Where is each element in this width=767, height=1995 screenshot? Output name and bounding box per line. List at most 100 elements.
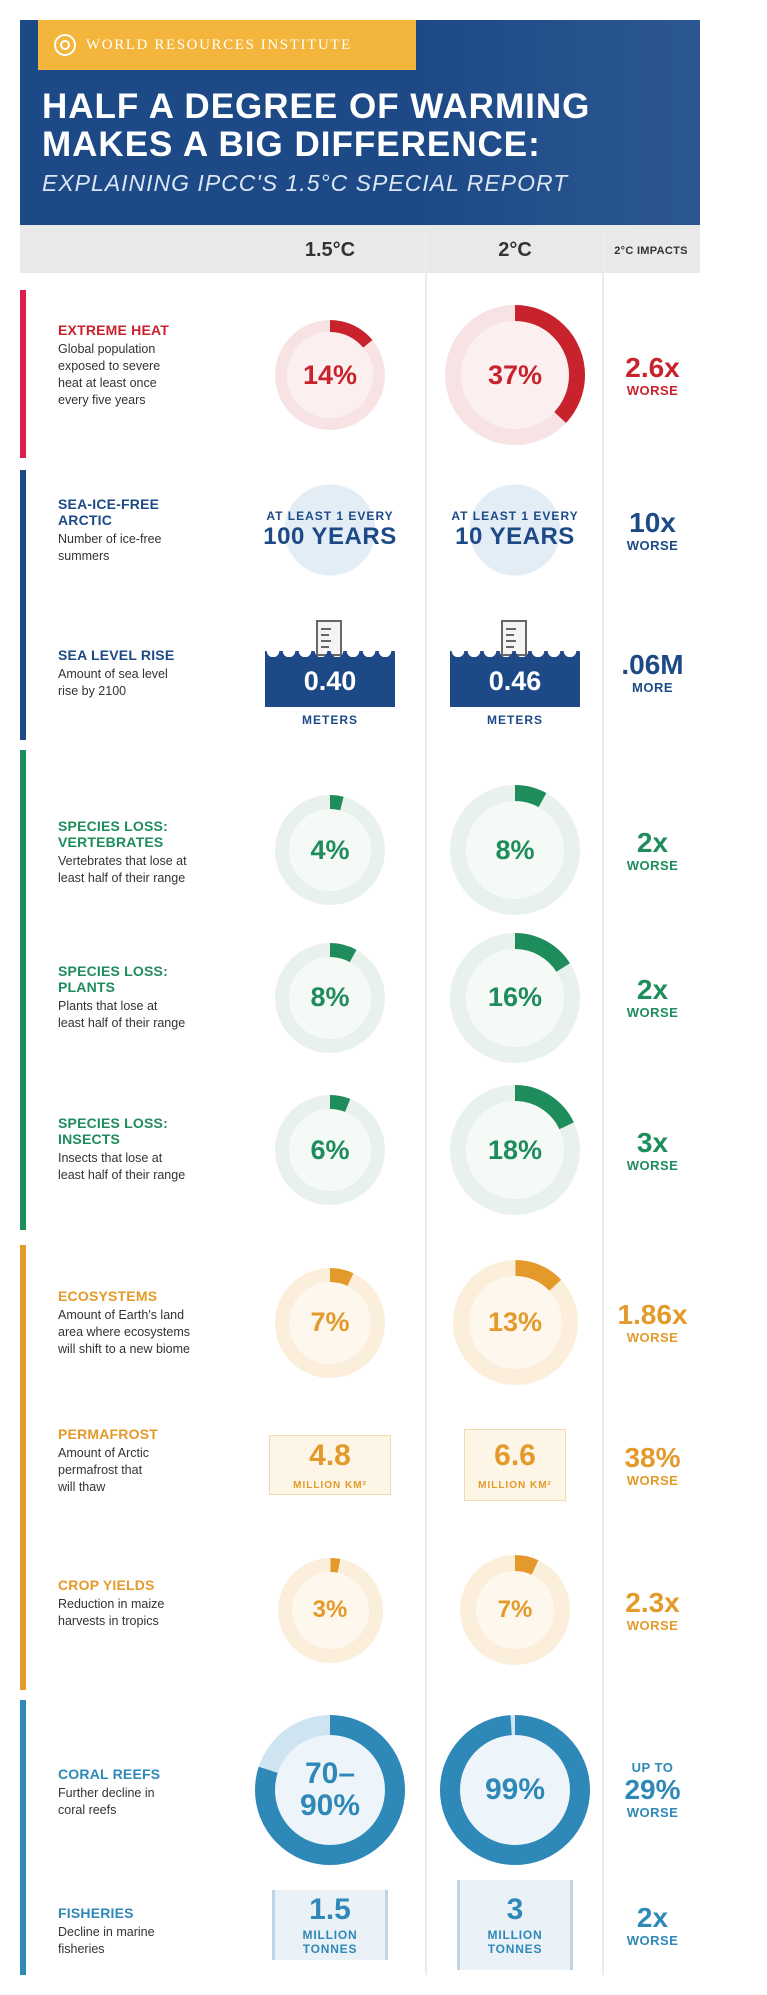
value-2c: 6.6: [494, 1438, 536, 1472]
row-description: Amount of Arctic permafrost that will th…: [58, 1446, 150, 1494]
ring-arc: [275, 1267, 385, 1378]
group-bar-species: [20, 750, 26, 1230]
ring-graphic: [445, 305, 585, 445]
ring-arc: [450, 932, 580, 1063]
value-2c: AT LEAST 1 EVERY 10 YEARS: [451, 481, 579, 579]
ring-graphic: [440, 1715, 590, 1865]
sea-level-1-5c: 0.40: [265, 650, 395, 707]
ring-inner: [466, 948, 564, 1047]
value-2c: 18%: [487, 1134, 543, 1165]
impact-label: WORSE: [626, 1805, 679, 1820]
permafrost-2c: 6.6 MILLION KM²: [464, 1429, 566, 1501]
ring-graphic: [452, 1260, 578, 1385]
ring-arc: [440, 1715, 590, 1865]
donut-1-5c: 8%: [275, 942, 385, 1053]
column-header-1-5c: 1.5°C: [304, 239, 356, 261]
donut-1-5c: 14%: [275, 320, 385, 430]
ring-inner: [460, 1735, 570, 1845]
ring-arc: [277, 1557, 383, 1663]
value-2c: 99%: [484, 1773, 546, 1806]
value-1-5c: 8%: [310, 982, 350, 1012]
row-title: CORAL REEFS: [58, 1766, 161, 1782]
row-description: Insects that lose at least half of their…: [58, 1151, 186, 1182]
sea-level-2c: 0.46: [450, 650, 580, 707]
row-permafrost: PERMAFROST Amount of Arctic permafrost t…: [20, 1400, 700, 1530]
impact-value: 2.3x: [625, 1586, 680, 1618]
impact-value: 29%: [624, 1774, 681, 1805]
value-2c: 7%: [497, 1596, 533, 1623]
impact-value: 38%: [624, 1441, 681, 1473]
ring-arc: [452, 1260, 578, 1385]
ring-graphic: [460, 1555, 570, 1665]
ring-arc: [275, 1095, 385, 1205]
impact-label: WORSE: [626, 1932, 679, 1948]
row-crop-yields: CROP YIELDS Reduction in maize harvests …: [20, 1535, 700, 1685]
ring-graphic: [450, 1085, 580, 1215]
unit-line-2: TONNES: [302, 1941, 358, 1956]
ring-inner: [461, 321, 569, 429]
unit-2c: METERS: [486, 712, 543, 727]
value-1-5c-main: 100 YEARS: [263, 523, 397, 550]
impact-label: WORSE: [626, 1330, 679, 1345]
ring-graphic: [450, 785, 580, 915]
ring-graphic: [275, 795, 385, 905]
row-species-vertebrates: SPECIES LOSS: VERTEBRATES Vertebrates th…: [20, 780, 700, 920]
unit-line-2: TONNES: [487, 1941, 543, 1956]
ring-inner: [287, 332, 373, 418]
donut-2c: 37%: [445, 305, 585, 445]
row-description: Decline in marine fisheries: [58, 1925, 155, 1956]
ring-graphic: [275, 1267, 385, 1378]
ring-inner: [289, 809, 371, 891]
infographic: WORLD RESOURCES INSTITUTE HALF A DEGREE …: [20, 20, 700, 1975]
ring-graphic: [255, 1715, 405, 1865]
impact-value: 3x: [636, 1126, 669, 1158]
row-ecosystems: ECOSYSTEMS Amount of Earth's land area w…: [20, 1250, 700, 1395]
impact-value: 2x: [636, 1901, 669, 1933]
row-sea-level-rise: SEA LEVEL RISE Amount of sea level rise …: [20, 605, 700, 740]
row-description: Amount of sea level rise by 2100: [58, 667, 168, 698]
impact-label: WORSE: [626, 1005, 679, 1020]
impact-label: WORSE: [626, 537, 679, 553]
donut-2c: 18%: [450, 1085, 580, 1215]
group-bar-heat: [20, 290, 26, 458]
ring-inner: [289, 1109, 371, 1191]
impact-value: 1.86x: [617, 1299, 688, 1330]
donut-1-5c: 70– 90%: [255, 1715, 405, 1865]
value-1-5c: 7%: [310, 1307, 350, 1337]
title-line-1: HALF A DEGREE OF WARMING: [42, 87, 591, 126]
donut-2c: 8%: [450, 785, 580, 915]
donut-1-5c: 4%: [275, 795, 385, 905]
subtitle: EXPLAINING IPCC'S 1.5°C SPECIAL REPORT: [42, 170, 569, 196]
impact-value: .06M: [621, 649, 684, 680]
row-title: SPECIES LOSS: PLANTS: [58, 963, 168, 995]
row-title: SEA LEVEL RISE: [58, 647, 175, 663]
row-title: PERMAFROST: [58, 1426, 158, 1442]
ring-arc: [460, 1555, 570, 1665]
row-species-plants: SPECIES LOSS: PLANTS Plants that lose at…: [20, 925, 700, 1070]
impact-value: 2x: [636, 974, 669, 1005]
header-banner: WORLD RESOURCES INSTITUTE HALF A DEGREE …: [20, 20, 700, 225]
value-1-5c-line-2: 90%: [299, 1789, 361, 1822]
ring-inner: [275, 1735, 385, 1845]
row-coral-reefs: CORAL REEFS Further decline in coral ree…: [20, 1710, 700, 1870]
group-bar-land: [20, 1245, 26, 1690]
row-description: Vertebrates that lose at least half of t…: [58, 854, 187, 885]
impact-label: WORSE: [626, 1472, 679, 1488]
value-1-5c: 3%: [312, 1596, 348, 1623]
row-title: EXTREME HEAT: [58, 322, 170, 338]
value-1-5c-prefix: AT LEAST 1 EVERY: [266, 509, 394, 523]
value-1-5c: 70– 90%: [255, 1715, 405, 1865]
value-2c: 3: [506, 1892, 524, 1926]
row-title: SPECIES LOSS: INSECTS: [58, 1115, 168, 1147]
value-1-5c: 4%: [310, 834, 350, 865]
donut-1-5c: 3%: [277, 1557, 383, 1663]
unit-line-1: MILLION: [302, 1927, 358, 1942]
impact-label: MORE: [632, 680, 673, 695]
unit-line-1: MILLION: [487, 1927, 543, 1942]
impact-label: WORSE: [626, 1157, 679, 1173]
unit-1-5c: MILLION TONNES: [303, 1928, 358, 1956]
unit-2c: MILLION KM²: [478, 1479, 552, 1491]
title-line-2: MAKES A BIG DIFFERENCE:: [42, 125, 541, 164]
permafrost-1-5c: 4.8 MILLION KM²: [269, 1435, 391, 1495]
row-sea-ice-free-arctic: SEA-ICE-FREE ARCTIC Number of ice-free s…: [20, 470, 700, 590]
